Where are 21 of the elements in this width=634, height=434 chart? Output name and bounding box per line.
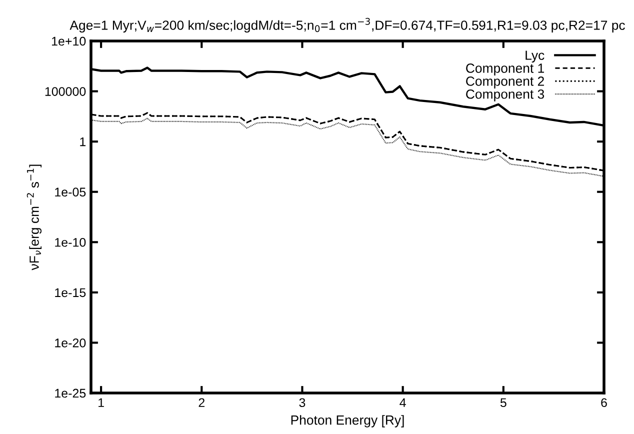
x-axis-title: Photon Energy [Ry] <box>291 415 404 428</box>
y-tick-label: 1e-25 <box>55 388 86 398</box>
legend-label: Component 3 <box>466 89 544 102</box>
x-tick-label: 2 <box>198 398 204 407</box>
chart-title: Age=1 Myr;V$_{w}$=200 km/sec;logdM/dt=-5;n$_{0}$=1 cm$^{−3}$,DF=0.674,TF=0.591,R1=9.03 pc,R2=17 pc <box>70 18 625 33</box>
y-tick-label: 1e-05 <box>55 188 86 197</box>
y-tick-label: 1e-20 <box>55 338 86 348</box>
x-tick-label: 4 <box>400 398 406 407</box>
y-tick-label: 1e+10 <box>52 36 86 46</box>
x-tick-label: 6 <box>601 398 607 408</box>
y-tick-label: 1e-10 <box>55 238 86 247</box>
y-tick-label: 100000 <box>45 87 86 96</box>
y-tick-label: 1e-15 <box>55 288 86 298</box>
y-axis-title: νF$_{ν}$[erg cm$^{−2}$ s$^{−1}$] <box>26 164 42 270</box>
y-tick-label: 1 <box>80 138 86 146</box>
legend-label: Component 2 <box>466 76 544 88</box>
x-tick-label: 1 <box>98 398 104 407</box>
legend-label: Lyc <box>526 50 544 63</box>
x-tick-label: 5 <box>500 398 506 408</box>
legend-label: Component 1 <box>466 64 544 76</box>
x-tick-label: 3 <box>299 398 306 408</box>
